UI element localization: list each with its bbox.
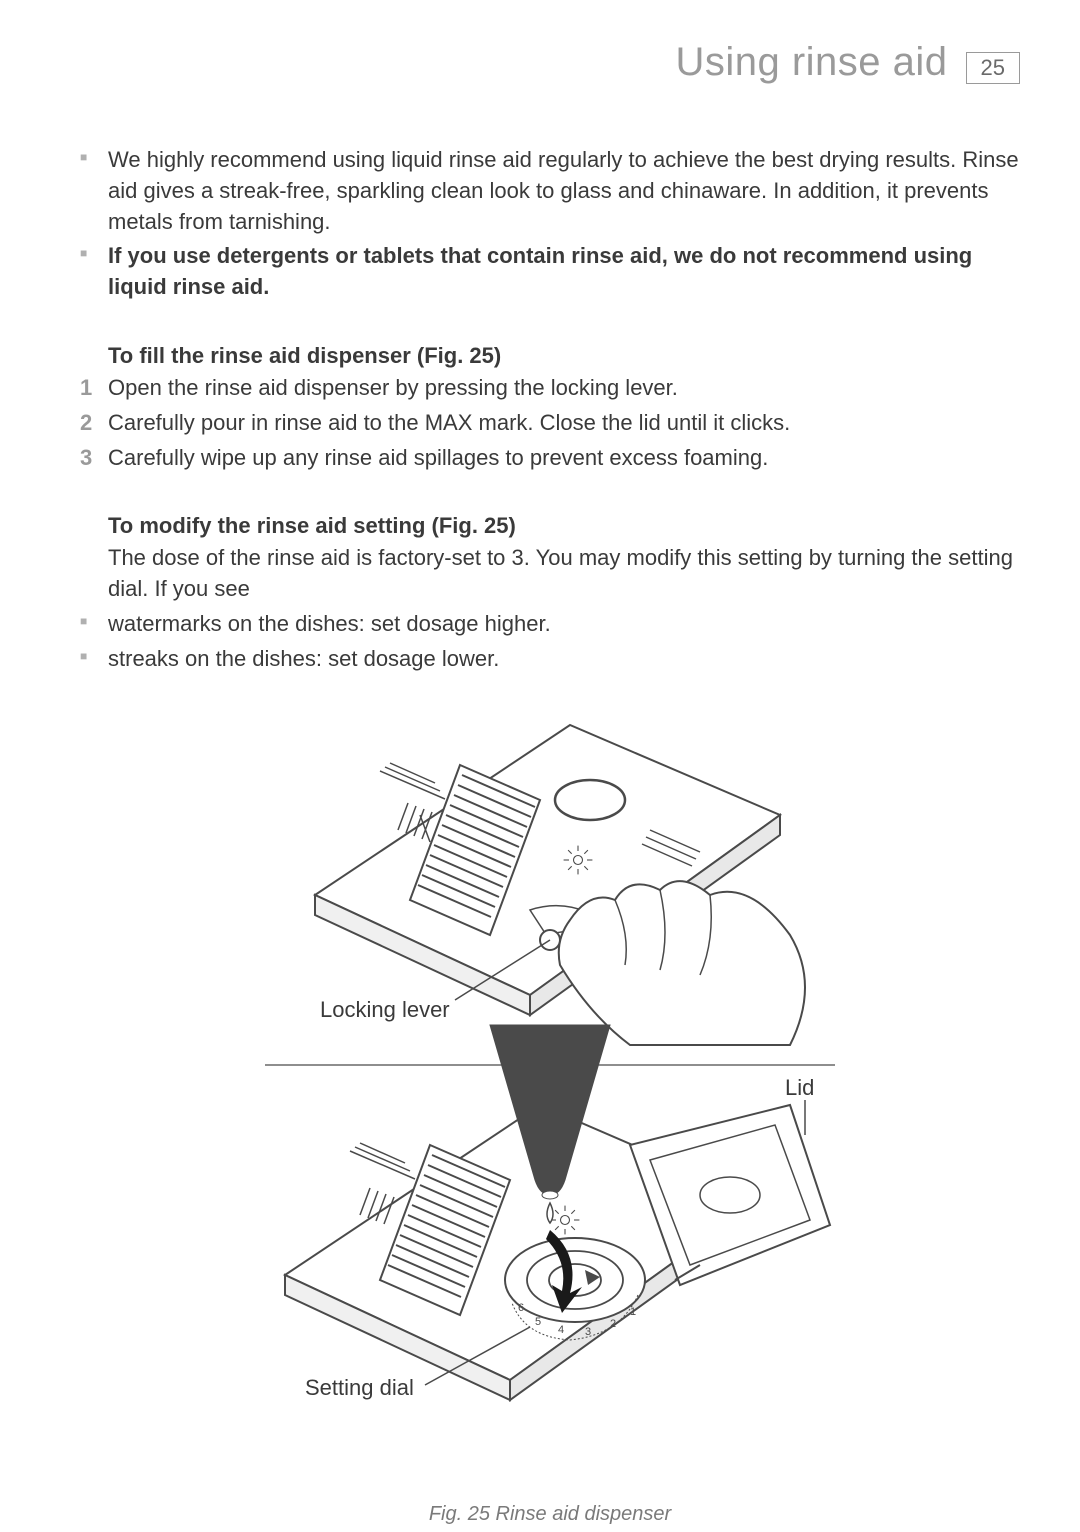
fill-step: Open the rinse aid dispenser by pressing…: [80, 373, 1020, 404]
dispenser-top-closed: Locking lever: [315, 725, 805, 1045]
page-number-box: 25: [966, 52, 1020, 84]
modify-bullet: streaks on the dishes: set dosage lower.: [80, 644, 1020, 675]
svg-text:6: 6: [518, 1302, 524, 1314]
svg-text:1: 1: [630, 1306, 636, 1318]
label-locking-lever: Locking lever: [320, 997, 450, 1022]
svg-text:5: 5: [535, 1316, 541, 1328]
intro-bullet-list: We highly recommend using liquid rinse a…: [80, 145, 1020, 303]
figure-area: Locking lever Lid: [80, 685, 1020, 1526]
modify-intro: The dose of the rinse aid is factory-set…: [108, 543, 1020, 605]
intro-bullet: We highly recommend using liquid rinse a…: [80, 145, 1020, 237]
label-setting-dial: Setting dial: [305, 1375, 414, 1400]
modify-heading: To modify the rinse aid setting (Fig. 25…: [108, 513, 1020, 539]
hand-icon: [559, 881, 805, 1045]
modify-bullet: watermarks on the dishes: set dosage hig…: [80, 609, 1020, 640]
modify-bullet-list: watermarks on the dishes: set dosage hig…: [80, 609, 1020, 675]
page-header: Using rinse aid 25: [60, 40, 1020, 85]
page-title: Using rinse aid: [675, 40, 947, 85]
fill-heading: To fill the rinse aid dispenser (Fig. 25…: [108, 343, 1020, 369]
page-content: We highly recommend using liquid rinse a…: [60, 145, 1020, 1526]
rinse-aid-dispenser-illustration: Locking lever Lid: [230, 685, 870, 1485]
label-lid: Lid: [785, 1075, 814, 1100]
dispenser-bottom-open: Lid: [285, 1025, 830, 1400]
fill-steps: Open the rinse aid dispenser by pressing…: [80, 373, 1020, 473]
intro-bullet: If you use detergents or tablets that co…: [80, 241, 1020, 303]
fill-step: Carefully pour in rinse aid to the MAX m…: [80, 408, 1020, 439]
figure-caption: Fig. 25 Rinse aid dispenser: [429, 1503, 671, 1526]
svg-text:4: 4: [558, 1324, 564, 1336]
fill-step: Carefully wipe up any rinse aid spillage…: [80, 443, 1020, 474]
